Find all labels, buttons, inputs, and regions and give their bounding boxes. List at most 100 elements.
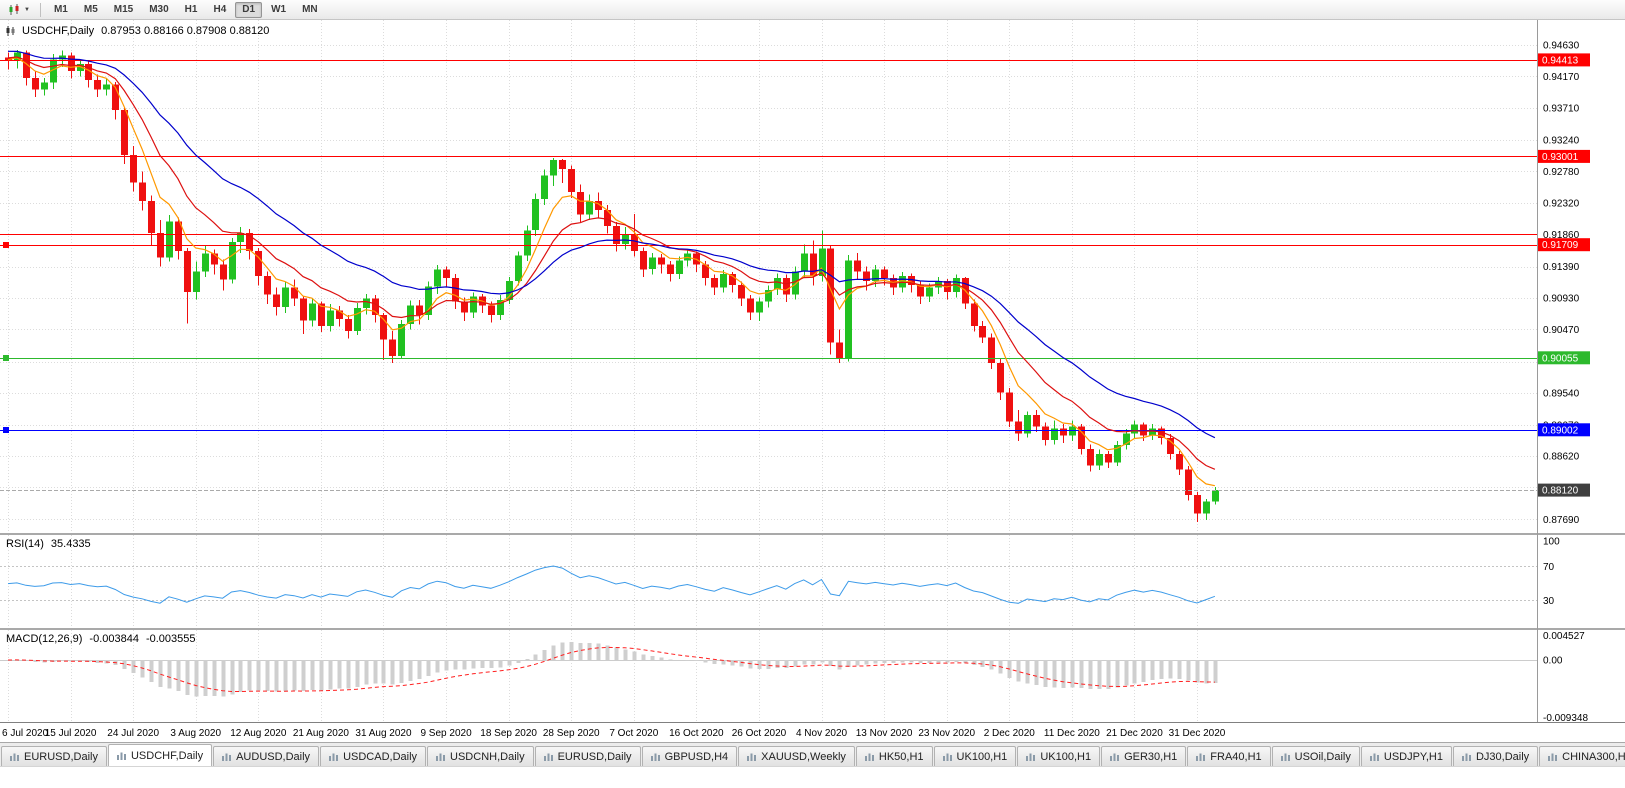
tab-label: UK100,H1	[1040, 751, 1092, 763]
svg-text:0.00: 0.00	[1543, 656, 1563, 667]
price-level-badge-0.89002	[1538, 423, 1590, 437]
tab-label: USDCHF,Daily	[130, 750, 204, 762]
timeframe-button-h1[interactable]: H1	[184, 3, 198, 15]
chart-tab-usdcnh-daily[interactable]: USDCNH,Daily	[427, 746, 534, 767]
timeframe-button-m30[interactable]: M30	[149, 3, 169, 15]
timeframe-button-w1[interactable]: W1	[271, 3, 287, 15]
tab-chart-icon	[329, 753, 339, 761]
price-level-badge-0.94413	[1538, 53, 1590, 67]
chart-tab-gbpusd-h4[interactable]: GBPUSD,H4	[641, 746, 738, 767]
chart-tab-fra40-h1[interactable]: FRA40,H1	[1187, 746, 1271, 767]
ma-line-mid	[7, 56, 1216, 470]
tab-chart-icon	[1196, 753, 1206, 761]
svg-text:0.91709: 0.91709	[1542, 240, 1579, 251]
chart-tab-hk50-h1[interactable]: HK50,H1	[855, 746, 933, 767]
tab-label: DJ30,Daily	[1475, 751, 1530, 763]
timeframe-button-m5[interactable]: M5	[83, 3, 98, 15]
svg-text:0.90055: 0.90055	[1542, 353, 1579, 364]
svg-text:31 Dec 2020: 31 Dec 2020	[1169, 728, 1226, 739]
tab-label: GER30,H1	[1124, 751, 1178, 763]
chart-tab-dj30-daily[interactable]: DJ30,Daily	[1452, 746, 1539, 767]
rsi-value: 35.4335	[50, 538, 91, 550]
svg-text:0.88120: 0.88120	[1542, 486, 1579, 497]
chart-tab-ger30-h1[interactable]: GER30,H1	[1101, 746, 1187, 767]
svg-text:3 Aug 2020: 3 Aug 2020	[170, 728, 221, 739]
panel-divider[interactable]	[0, 533, 1625, 535]
line-handle[interactable]	[3, 242, 9, 248]
timeframe-button-m1[interactable]: M1	[53, 3, 68, 15]
rsi-name: RSI(14)	[6, 538, 44, 550]
chart-tab-xauusd-weekly[interactable]: XAUUSD,Weekly	[738, 746, 855, 767]
timeframe-button-m15[interactable]: M15	[113, 3, 134, 15]
chart-list-icon[interactable]: ▼	[4, 3, 34, 16]
rsi-line	[7, 565, 1216, 604]
tab-chart-icon	[1548, 753, 1558, 761]
chart-tab-usdchf-daily[interactable]: USDCHF,Daily	[107, 744, 213, 767]
rsi-indicator-label: RSI(14) 35.4335	[6, 538, 91, 550]
timeframe-button-mn[interactable]: MN	[302, 3, 318, 15]
price-level-badge-0.93001	[1538, 149, 1590, 163]
tab-chart-icon	[10, 753, 19, 761]
svg-text:100: 100	[1543, 536, 1560, 547]
tab-label: USDCNH,Daily	[450, 751, 525, 763]
tab-chart-icon	[942, 753, 952, 761]
macd-signal-value: -0.003555	[145, 633, 196, 645]
chart-tab-usoil-daily[interactable]: USOil,Daily	[1271, 746, 1360, 767]
svg-text:13 Nov 2020: 13 Nov 2020	[856, 728, 913, 739]
timeframe-toolbar: ▼ M1 M5 M15 M30 H1 H4 D1 W1 MN	[0, 0, 1625, 20]
svg-text:28 Sep 2020: 28 Sep 2020	[543, 728, 600, 739]
tab-chart-icon	[747, 753, 757, 761]
svg-text:0.92780: 0.92780	[1543, 167, 1580, 178]
chart-area[interactable]: 0.94630 0.94170 0.93710 0.93240 0.92780 0.923…	[0, 20, 1625, 742]
svg-text:6 Jul 2020: 6 Jul 2020	[2, 728, 49, 739]
tab-chart-icon	[1110, 753, 1120, 761]
chart-tab-uk100-h1[interactable]: UK100,H1	[933, 746, 1017, 767]
macd-indicator-label: MACD(12,26,9) -0.003844 -0.003555	[6, 633, 196, 645]
svg-text:0.89002: 0.89002	[1542, 425, 1579, 436]
svg-text:0.91390: 0.91390	[1543, 262, 1580, 273]
macd-main-value: -0.003844	[89, 633, 139, 645]
macd-histogram	[15, 641, 1218, 697]
tab-label: USOil,Daily	[1294, 751, 1351, 763]
chart-canvas: 0.94630 0.94170 0.93710 0.93240 0.92780 0.923…	[0, 20, 1625, 739]
svg-text:0.93001: 0.93001	[1542, 152, 1579, 163]
chart-symbol-label: USDCHF,Daily	[22, 25, 95, 37]
svg-text:21 Aug 2020: 21 Aug 2020	[293, 728, 350, 739]
candlestick-chart-icon	[9, 3, 19, 15]
tab-chart-icon	[1026, 753, 1036, 761]
tab-chart-icon	[1461, 753, 1471, 761]
chart-tab-bar: EURUSD,Daily USDCHF,Daily AUDUSD,Daily USDC…	[0, 742, 1625, 767]
svg-text:0.90470: 0.90470	[1543, 325, 1580, 336]
tab-label: FRA40,H1	[1210, 751, 1262, 763]
svg-text:2 Dec 2020: 2 Dec 2020	[984, 728, 1036, 739]
tab-label: UK100,H1	[956, 751, 1008, 763]
svg-text:0.91860: 0.91860	[1543, 230, 1580, 241]
macd-name: MACD(12,26,9)	[6, 633, 83, 645]
chart-tab-china300-h1[interactable]: CHINA300,H1	[1539, 746, 1625, 767]
svg-text:15 Jul 2020: 15 Jul 2020	[45, 728, 97, 739]
svg-text:0.93240: 0.93240	[1543, 136, 1580, 147]
svg-text:30: 30	[1543, 596, 1555, 607]
tab-chart-icon	[222, 753, 232, 761]
chart-title: USDCHF,Daily 0.87953 0.88166 0.87908 0.8…	[6, 25, 269, 37]
chart-tab-usdcad-daily[interactable]: USDCAD,Daily	[320, 746, 427, 767]
line-handle[interactable]	[3, 427, 9, 433]
svg-text:23 Nov 2020: 23 Nov 2020	[918, 728, 975, 739]
current-price-badge	[1538, 483, 1590, 497]
timeframe-button-d1[interactable]: D1	[235, 1, 263, 18]
price-level-badge-0.91709	[1538, 238, 1590, 252]
status-bar	[0, 766, 1625, 788]
line-handle[interactable]	[3, 355, 9, 361]
panel-divider[interactable]	[0, 628, 1625, 630]
chart-tab-usdjpy-h1[interactable]: USDJPY,H1	[1360, 746, 1452, 767]
chart-tab-audusd-daily[interactable]: AUDUSD,Daily	[213, 746, 320, 767]
price-level-badge-0.90055	[1538, 351, 1590, 365]
svg-text:26 Oct 2020: 26 Oct 2020	[732, 728, 787, 739]
timeframe-button-h4[interactable]: H4	[213, 3, 227, 15]
chart-tab-eurusd-daily[interactable]: EURUSD,Daily	[534, 746, 641, 767]
chart-tab-uk100-h1[interactable]: UK100,H1	[1017, 746, 1101, 767]
chart-tab-eurusd-daily[interactable]: EURUSD,Daily	[1, 746, 107, 767]
svg-text:24 Jul 2020: 24 Jul 2020	[107, 728, 159, 739]
svg-text:7 Oct 2020: 7 Oct 2020	[609, 728, 658, 739]
